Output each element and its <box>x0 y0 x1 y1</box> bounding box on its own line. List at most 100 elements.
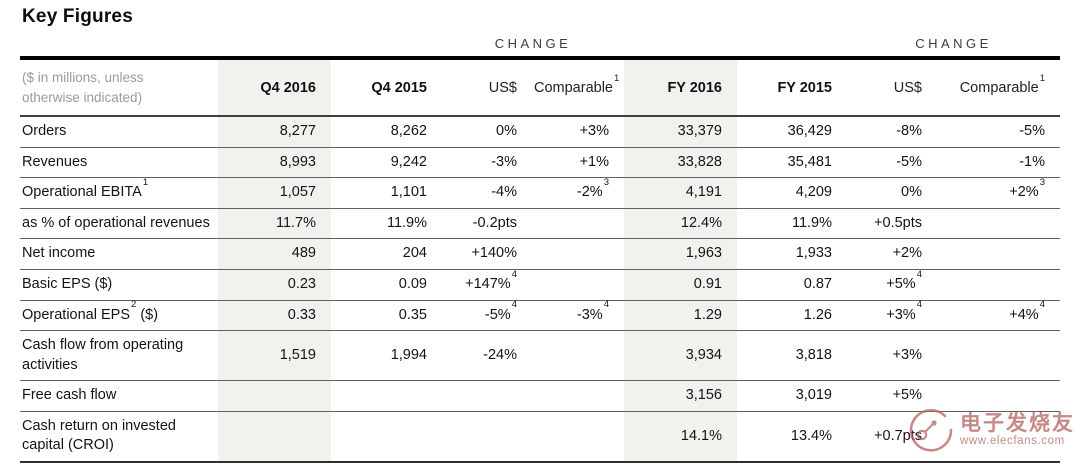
cell: +5% <box>847 380 937 412</box>
cell <box>532 238 624 270</box>
change-spacer <box>624 34 847 58</box>
cell: -24% <box>442 330 532 382</box>
cell: 33,379 <box>624 116 737 148</box>
cell <box>937 208 1060 240</box>
cell: 11.9% <box>331 208 442 240</box>
cell <box>331 380 442 412</box>
cell: -5% <box>847 147 937 179</box>
column-header: US$ <box>442 55 532 118</box>
cell <box>937 380 1060 412</box>
cell: 0.33 <box>218 300 331 332</box>
table-row: Net income 489 204 +140% 1,963 1,933 +2% <box>20 238 1060 270</box>
cell: -4% <box>442 177 532 209</box>
cell: -5% <box>937 116 1060 148</box>
table-row: Free cash flow 3,156 3,019 +5% <box>20 380 1060 412</box>
table-row: Orders 8,277 8,262 0% +3% 33,379 36,429 -8% -5% <box>20 116 1060 148</box>
table-row: Cash return on invested capital (CROI) 14… <box>20 411 1060 463</box>
column-header: Comparable1 <box>532 55 624 118</box>
header-row: ($ in millions, unless otherwise indicat… <box>20 55 1060 118</box>
cell: 14.1% <box>624 411 737 463</box>
row-label: Orders <box>20 116 218 148</box>
row-label: Cash return on invested capital (CROI) <box>20 411 218 463</box>
cell: 0.09 <box>331 269 442 301</box>
cell: 3,156 <box>624 380 737 412</box>
cell: 33,828 <box>624 147 737 179</box>
cell <box>937 330 1060 382</box>
cell <box>442 411 532 463</box>
cell <box>331 411 442 463</box>
row-label: as % of operational revenues <box>20 208 218 240</box>
cell: 3,818 <box>737 330 847 382</box>
row-label: Free cash flow <box>20 380 218 412</box>
cell: +147%4 <box>442 269 532 301</box>
cell: 0.35 <box>331 300 442 332</box>
cell: 3,019 <box>737 380 847 412</box>
table-row: as % of operational revenues 11.7% 11.9% -0… <box>20 208 1060 240</box>
cell: 4,209 <box>737 177 847 209</box>
cell: 0% <box>847 177 937 209</box>
cell: -3% <box>442 147 532 179</box>
column-header: Comparable1 <box>937 55 1060 118</box>
cell <box>218 411 331 463</box>
table-row: Operational EBITA1 1,057 1,101 -4% -2%3 4,191… <box>20 177 1060 209</box>
cell <box>532 330 624 382</box>
table-row: Revenues 8,993 9,242 -3% +1% 33,828 35,481 -5% -… <box>20 147 1060 179</box>
cell: +3% <box>847 330 937 382</box>
cell: 1,057 <box>218 177 331 209</box>
column-header: Q4 2016 <box>218 55 331 118</box>
column-header: FY 2016 <box>624 55 737 118</box>
cell <box>218 380 331 412</box>
cell <box>442 380 532 412</box>
cell: 1,933 <box>737 238 847 270</box>
table-row: Basic EPS ($) 0.23 0.09 +147%4 0.91 0.87 +5%4 <box>20 269 1060 301</box>
cell: 1.26 <box>737 300 847 332</box>
cell: 1.29 <box>624 300 737 332</box>
cell: 35,481 <box>737 147 847 179</box>
cell: 8,262 <box>331 116 442 148</box>
row-label: Revenues <box>20 147 218 179</box>
row-label: Operational EPS2 ($) <box>20 300 218 332</box>
cell: +5%4 <box>847 269 937 301</box>
column-header: FY 2015 <box>737 55 847 118</box>
cell <box>532 411 624 463</box>
row-label: Basic EPS ($) <box>20 269 218 301</box>
cell: +4%4 <box>937 300 1060 332</box>
column-header: Q4 2015 <box>331 55 442 118</box>
cell: +3%4 <box>847 300 937 332</box>
cell: +0.7pts <box>847 411 937 463</box>
cell: 9,242 <box>331 147 442 179</box>
cell: 489 <box>218 238 331 270</box>
cell: +1% <box>532 147 624 179</box>
column-header: US$ <box>847 55 937 118</box>
row-label: Operational EBITA1 <box>20 177 218 209</box>
cell: 204 <box>331 238 442 270</box>
cell: +2% <box>847 238 937 270</box>
cell: 1,519 <box>218 330 331 382</box>
cell <box>532 380 624 412</box>
cell: +3% <box>532 116 624 148</box>
key-figures-table: CHANGE CHANGE ($ in millions, unless oth… <box>20 34 1060 463</box>
table-row: Cash flow from operating activities 1,519… <box>20 330 1060 382</box>
cell: 12.4% <box>624 208 737 240</box>
change-label-quarter: CHANGE <box>494 36 572 51</box>
cell: -0.2pts <box>442 208 532 240</box>
page-title: Key Figures <box>22 6 133 27</box>
change-row: CHANGE CHANGE <box>20 34 1060 58</box>
cell: 36,429 <box>737 116 847 148</box>
cell: 0.91 <box>624 269 737 301</box>
cell: -8% <box>847 116 937 148</box>
cell: 3,934 <box>624 330 737 382</box>
cell: +2%3 <box>937 177 1060 209</box>
table-note: ($ in millions, unless otherwise indicat… <box>20 55 218 118</box>
cell: 0.23 <box>218 269 331 301</box>
cell <box>937 411 1060 463</box>
cell: 11.7% <box>218 208 331 240</box>
cell: -3%4 <box>532 300 624 332</box>
table-head: CHANGE CHANGE ($ in millions, unless oth… <box>20 34 1060 118</box>
cell: 8,277 <box>218 116 331 148</box>
cell: 0.87 <box>737 269 847 301</box>
cell <box>937 238 1060 270</box>
cell: -5%4 <box>442 300 532 332</box>
cell: 8,993 <box>218 147 331 179</box>
